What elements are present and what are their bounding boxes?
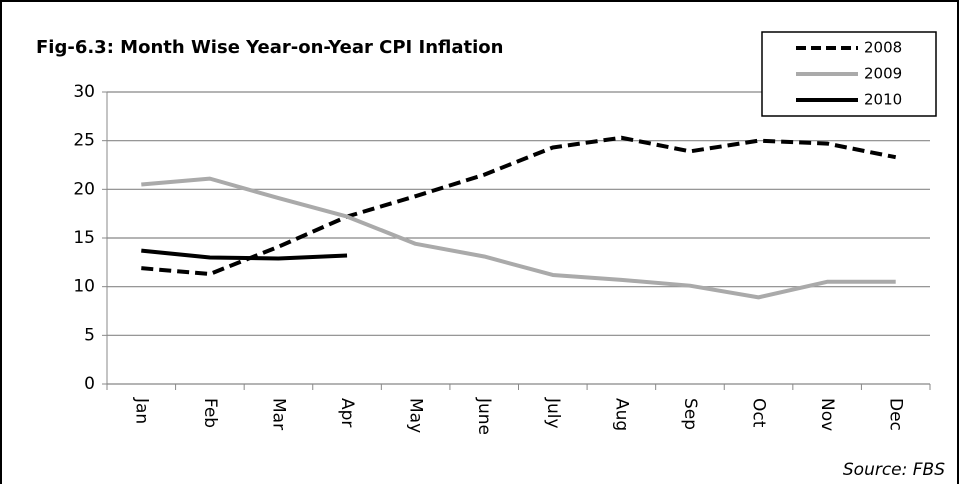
source-note: Source: FBS: [843, 460, 945, 480]
x-tick-label: Apr: [337, 398, 357, 427]
y-tick-label: 25: [73, 131, 95, 151]
legend-label: 2009: [864, 65, 902, 83]
x-tick-label: May: [406, 398, 426, 433]
legend-label: 2010: [864, 91, 902, 109]
y-tick-label: 10: [73, 277, 95, 297]
legend-label: 2008: [864, 39, 902, 57]
series-line: [141, 135, 897, 277]
x-tick-label: Mar: [268, 398, 288, 430]
y-tick-label: 20: [73, 179, 95, 199]
x-tick-label: Nov: [817, 398, 837, 431]
y-tick-label: 5: [84, 325, 95, 345]
y-tick-label: 15: [73, 228, 95, 248]
x-tick-label: June: [474, 397, 494, 435]
y-tick-label: 0: [84, 374, 95, 394]
x-tick-label: Jan: [131, 397, 151, 424]
x-tick-label: Feb: [200, 398, 220, 428]
series-line: [141, 248, 348, 261]
series-line: [141, 176, 896, 300]
x-tick-label: Aug: [611, 398, 631, 431]
x-tick-label: Dec: [886, 398, 906, 431]
x-tick-label: July: [543, 397, 563, 429]
y-tick-label: 30: [73, 82, 95, 102]
chart-title: Fig-6.3: Month Wise Year-on-Year CPI Inf…: [36, 37, 503, 58]
x-tick-label: Oct: [749, 398, 769, 428]
x-tick-label: Sep: [680, 398, 700, 430]
